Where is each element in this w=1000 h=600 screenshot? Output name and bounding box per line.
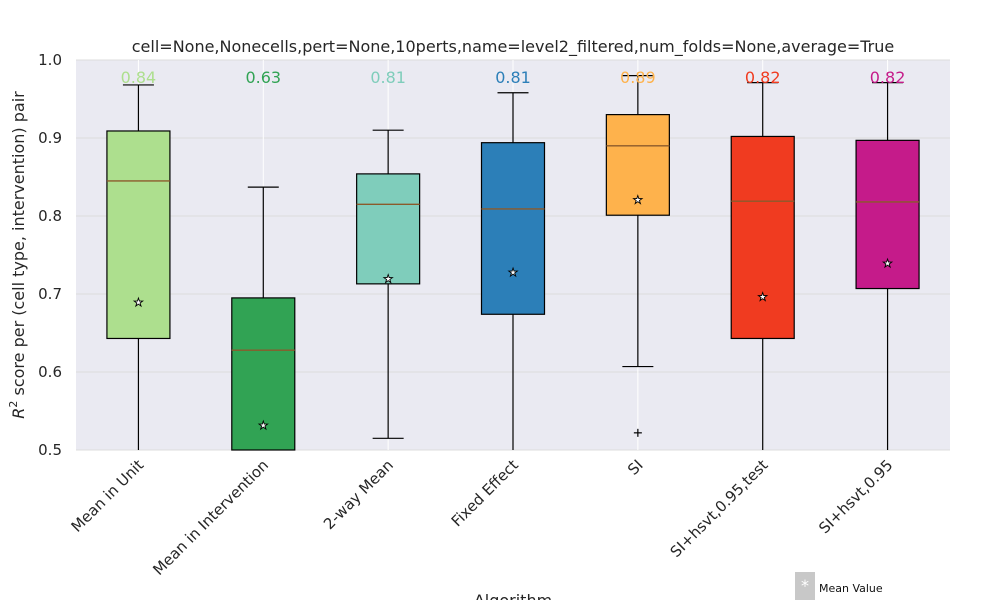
mean-marker: ★ — [633, 194, 643, 207]
y-tick-label: 0.6 — [38, 363, 62, 381]
box-iqr — [106, 130, 171, 340]
mean-marker: ★ — [383, 272, 393, 285]
legend-marker: * — [801, 576, 809, 595]
y-axis-label: R2 score per (cell type, intervention) p… — [7, 91, 28, 419]
box-iqr — [730, 135, 795, 340]
mean-marker: ★ — [508, 266, 518, 279]
x-axis-ticks: Mean in Unit Mean in Intervention 2-way Me… — [68, 456, 897, 579]
median-value-label: 0.81 — [495, 68, 531, 87]
x-tick-label: Fixed Effect — [448, 456, 522, 530]
median-value-label: 0.89 — [620, 68, 656, 87]
y-tick-label: 0.7 — [38, 285, 62, 303]
legend: * Mean Value — [795, 572, 883, 600]
mean-marker: ★ — [258, 419, 268, 432]
box-group: ★ 0.82 — [730, 68, 795, 450]
box-group: ★ 0.63 — [231, 68, 296, 451]
chart-title: cell=None,Nonecells,pert=None,10perts,na… — [132, 37, 895, 57]
legend-label: Mean Value — [819, 582, 883, 595]
mean-marker: ★ — [133, 296, 143, 309]
mean-marker: ★ — [883, 257, 893, 270]
box-iqr — [231, 297, 296, 451]
x-tick-label: SI+hsvt,0.95 — [815, 456, 896, 537]
median-value-label: 0.82 — [745, 68, 781, 87]
y-tick-label: 0.8 — [38, 207, 62, 225]
y-tick-label: 0.9 — [38, 129, 62, 147]
box-group: ★ 0.84 — [106, 68, 171, 450]
legend-swatch — [795, 572, 815, 600]
x-tick-label: Mean in Intervention — [149, 456, 272, 579]
x-tick-label: SI+hsvt,0.95,test — [667, 456, 772, 561]
x-axis-label: Algorithm — [474, 591, 552, 600]
median-value-label: 0.84 — [121, 68, 157, 87]
box-group: ★ 0.81 — [480, 68, 546, 450]
median-value-label: 0.81 — [370, 68, 406, 87]
box-iqr — [855, 139, 920, 290]
box-series: ★ 0.84 ★ 0.63 ★ 0.81 ★ 0.81 ★ 0.89 ★ 0.82 ★ 0.82 — [106, 68, 920, 451]
x-tick-label: 2-way Mean — [320, 456, 397, 533]
y-axis-label-symbol: R — [9, 408, 28, 419]
median-value-label: 0.82 — [870, 68, 906, 87]
y-tick-label: 0.5 — [38, 441, 62, 459]
y-tick-label: 1.0 — [38, 51, 62, 69]
mean-marker: ★ — [758, 290, 768, 303]
box-iqr — [480, 142, 546, 315]
box-group: ★ 0.89 — [605, 68, 670, 437]
box-group: ★ 0.81 — [356, 68, 421, 439]
box-iqr — [605, 113, 670, 216]
x-tick-label: Mean in Unit — [68, 456, 148, 536]
box-iqr — [356, 173, 421, 285]
x-tick-label: SI — [624, 456, 647, 479]
y-axis-ticks: 0.5 0.6 0.7 0.8 0.9 1.0 — [38, 51, 62, 459]
y-axis-label-superscript: 2 — [7, 401, 20, 408]
y-axis-label-text: score per (cell type, intervention) pair — [9, 91, 28, 401]
box-group: ★ 0.82 — [855, 68, 920, 450]
median-value-label: 0.63 — [245, 68, 281, 87]
